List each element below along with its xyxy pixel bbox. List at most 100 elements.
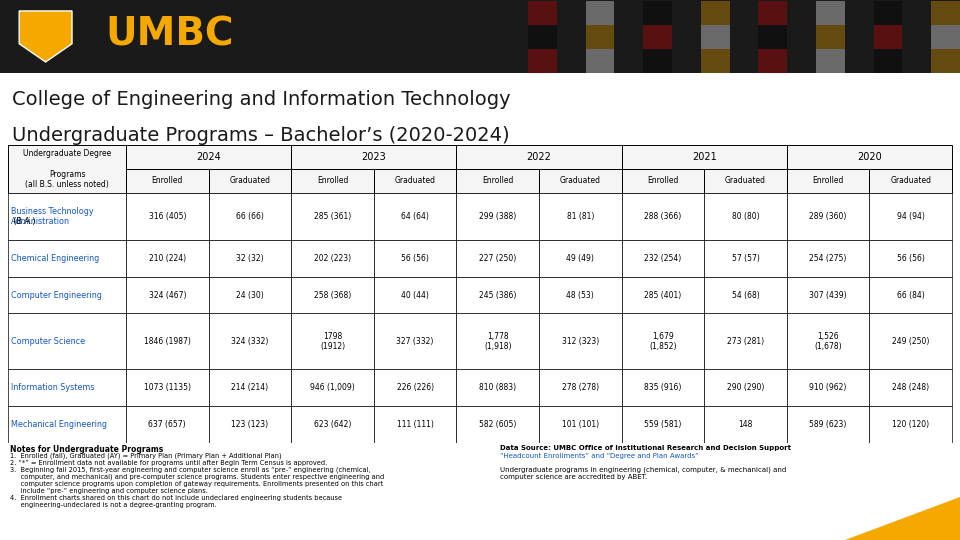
Text: computer science programs upon completion of gateway requirements. Enrollments p: computer science programs upon completio… <box>10 481 383 487</box>
Bar <box>528 1 557 25</box>
Text: 123 (123): 123 (123) <box>231 420 269 429</box>
Text: Undergraduate Degree

Programs
(all B.S. unless noted): Undergraduate Degree Programs (all B.S. … <box>23 148 111 189</box>
Bar <box>432 55 480 73</box>
Bar <box>48 36 96 55</box>
Bar <box>621 145 787 169</box>
Bar <box>384 0 432 18</box>
Bar <box>8 145 126 193</box>
Text: 56 (56): 56 (56) <box>897 254 924 263</box>
Text: Notes for Undergraduate Programs: Notes for Undergraduate Programs <box>10 445 163 454</box>
Bar <box>96 0 144 18</box>
Bar <box>0 55 48 73</box>
Text: “Headcount Enrollments” and “Degree and Plan Awards”: “Headcount Enrollments” and “Degree and … <box>500 453 699 459</box>
Bar <box>192 18 240 36</box>
Text: 66 (84): 66 (84) <box>897 291 924 300</box>
Bar <box>705 240 787 276</box>
Bar <box>432 36 480 55</box>
Bar <box>192 55 240 73</box>
Bar <box>432 0 480 18</box>
Text: computer science are accredited by ABET.: computer science are accredited by ABET. <box>500 474 647 480</box>
Text: 559 (581): 559 (581) <box>644 420 682 429</box>
Bar <box>624 18 672 36</box>
Bar <box>539 406 622 443</box>
Bar <box>456 313 539 369</box>
Text: 288 (366): 288 (366) <box>644 212 682 221</box>
Bar <box>705 276 787 313</box>
Text: 202 (223): 202 (223) <box>314 254 351 263</box>
Bar <box>816 18 864 36</box>
Bar <box>456 145 621 169</box>
Text: 226 (226): 226 (226) <box>396 383 434 392</box>
Bar <box>528 55 576 73</box>
Bar <box>373 193 456 240</box>
Text: 910 (962): 910 (962) <box>809 383 847 392</box>
Bar <box>480 0 528 18</box>
Bar <box>126 369 208 406</box>
Bar <box>768 55 816 73</box>
Text: 4.  Enrollment charts shared on this chart do not include undeclared engineering: 4. Enrollment charts shared on this char… <box>10 495 342 501</box>
Bar <box>816 1 845 25</box>
Text: 299 (388): 299 (388) <box>479 212 516 221</box>
Polygon shape <box>19 11 72 62</box>
Bar <box>336 36 384 55</box>
Bar <box>576 0 624 18</box>
Bar <box>539 276 622 313</box>
Text: 24 (30): 24 (30) <box>236 291 264 300</box>
Text: 210 (224): 210 (224) <box>149 254 186 263</box>
Bar <box>912 36 960 55</box>
Polygon shape <box>845 497 960 540</box>
Bar <box>624 36 672 55</box>
Bar <box>720 55 768 73</box>
Bar <box>787 313 870 369</box>
Text: 48 (53): 48 (53) <box>566 291 594 300</box>
Text: 316 (405): 316 (405) <box>149 212 186 221</box>
Bar <box>208 276 291 313</box>
Text: Enrolled: Enrolled <box>317 176 348 185</box>
Text: engineering-undeclared is not a degree-granting program.: engineering-undeclared is not a degree-g… <box>10 502 217 508</box>
Text: 54 (68): 54 (68) <box>732 291 759 300</box>
Text: Undergraduate Programs – Bachelor’s (2020-2024): Undergraduate Programs – Bachelor’s (202… <box>12 126 509 145</box>
Bar <box>0 36 48 55</box>
Bar <box>586 25 614 49</box>
Bar <box>621 193 705 240</box>
Bar <box>758 1 787 25</box>
Text: 232 (254): 232 (254) <box>644 254 682 263</box>
Bar <box>621 313 705 369</box>
Text: 312 (323): 312 (323) <box>562 337 599 346</box>
Bar <box>288 55 336 73</box>
Bar <box>8 369 126 406</box>
Bar <box>288 36 336 55</box>
Bar <box>931 1 960 25</box>
Text: 64 (64): 64 (64) <box>401 212 429 221</box>
Text: 148: 148 <box>738 420 753 429</box>
Bar <box>456 193 539 240</box>
Bar <box>643 49 672 73</box>
Bar <box>208 406 291 443</box>
Bar <box>539 240 622 276</box>
Bar <box>96 18 144 36</box>
Text: 290 (290): 290 (290) <box>727 383 764 392</box>
Bar <box>672 0 720 18</box>
Bar <box>672 18 720 36</box>
Bar <box>539 169 622 193</box>
Bar <box>126 406 208 443</box>
Text: 56 (56): 56 (56) <box>401 254 429 263</box>
Text: 2023: 2023 <box>361 152 386 162</box>
Text: 327 (332): 327 (332) <box>396 337 434 346</box>
Text: 589 (623): 589 (623) <box>809 420 847 429</box>
Bar <box>720 0 768 18</box>
Bar <box>787 276 870 313</box>
Text: 258 (368): 258 (368) <box>314 291 351 300</box>
Bar <box>720 36 768 55</box>
Text: Enrolled: Enrolled <box>812 176 844 185</box>
Bar <box>621 369 705 406</box>
Text: 249 (250): 249 (250) <box>892 337 929 346</box>
Bar <box>208 193 291 240</box>
Bar <box>0 18 48 36</box>
Bar <box>672 55 720 73</box>
Text: 1.  Enrolled (fall), Graduated (AY) = Primary Plan (Primary Plan + Additional Pl: 1. Enrolled (fall), Graduated (AY) = Pri… <box>10 453 281 460</box>
Text: Graduated: Graduated <box>560 176 601 185</box>
Bar <box>870 406 952 443</box>
Bar <box>8 276 126 313</box>
Text: 40 (44): 40 (44) <box>401 291 429 300</box>
